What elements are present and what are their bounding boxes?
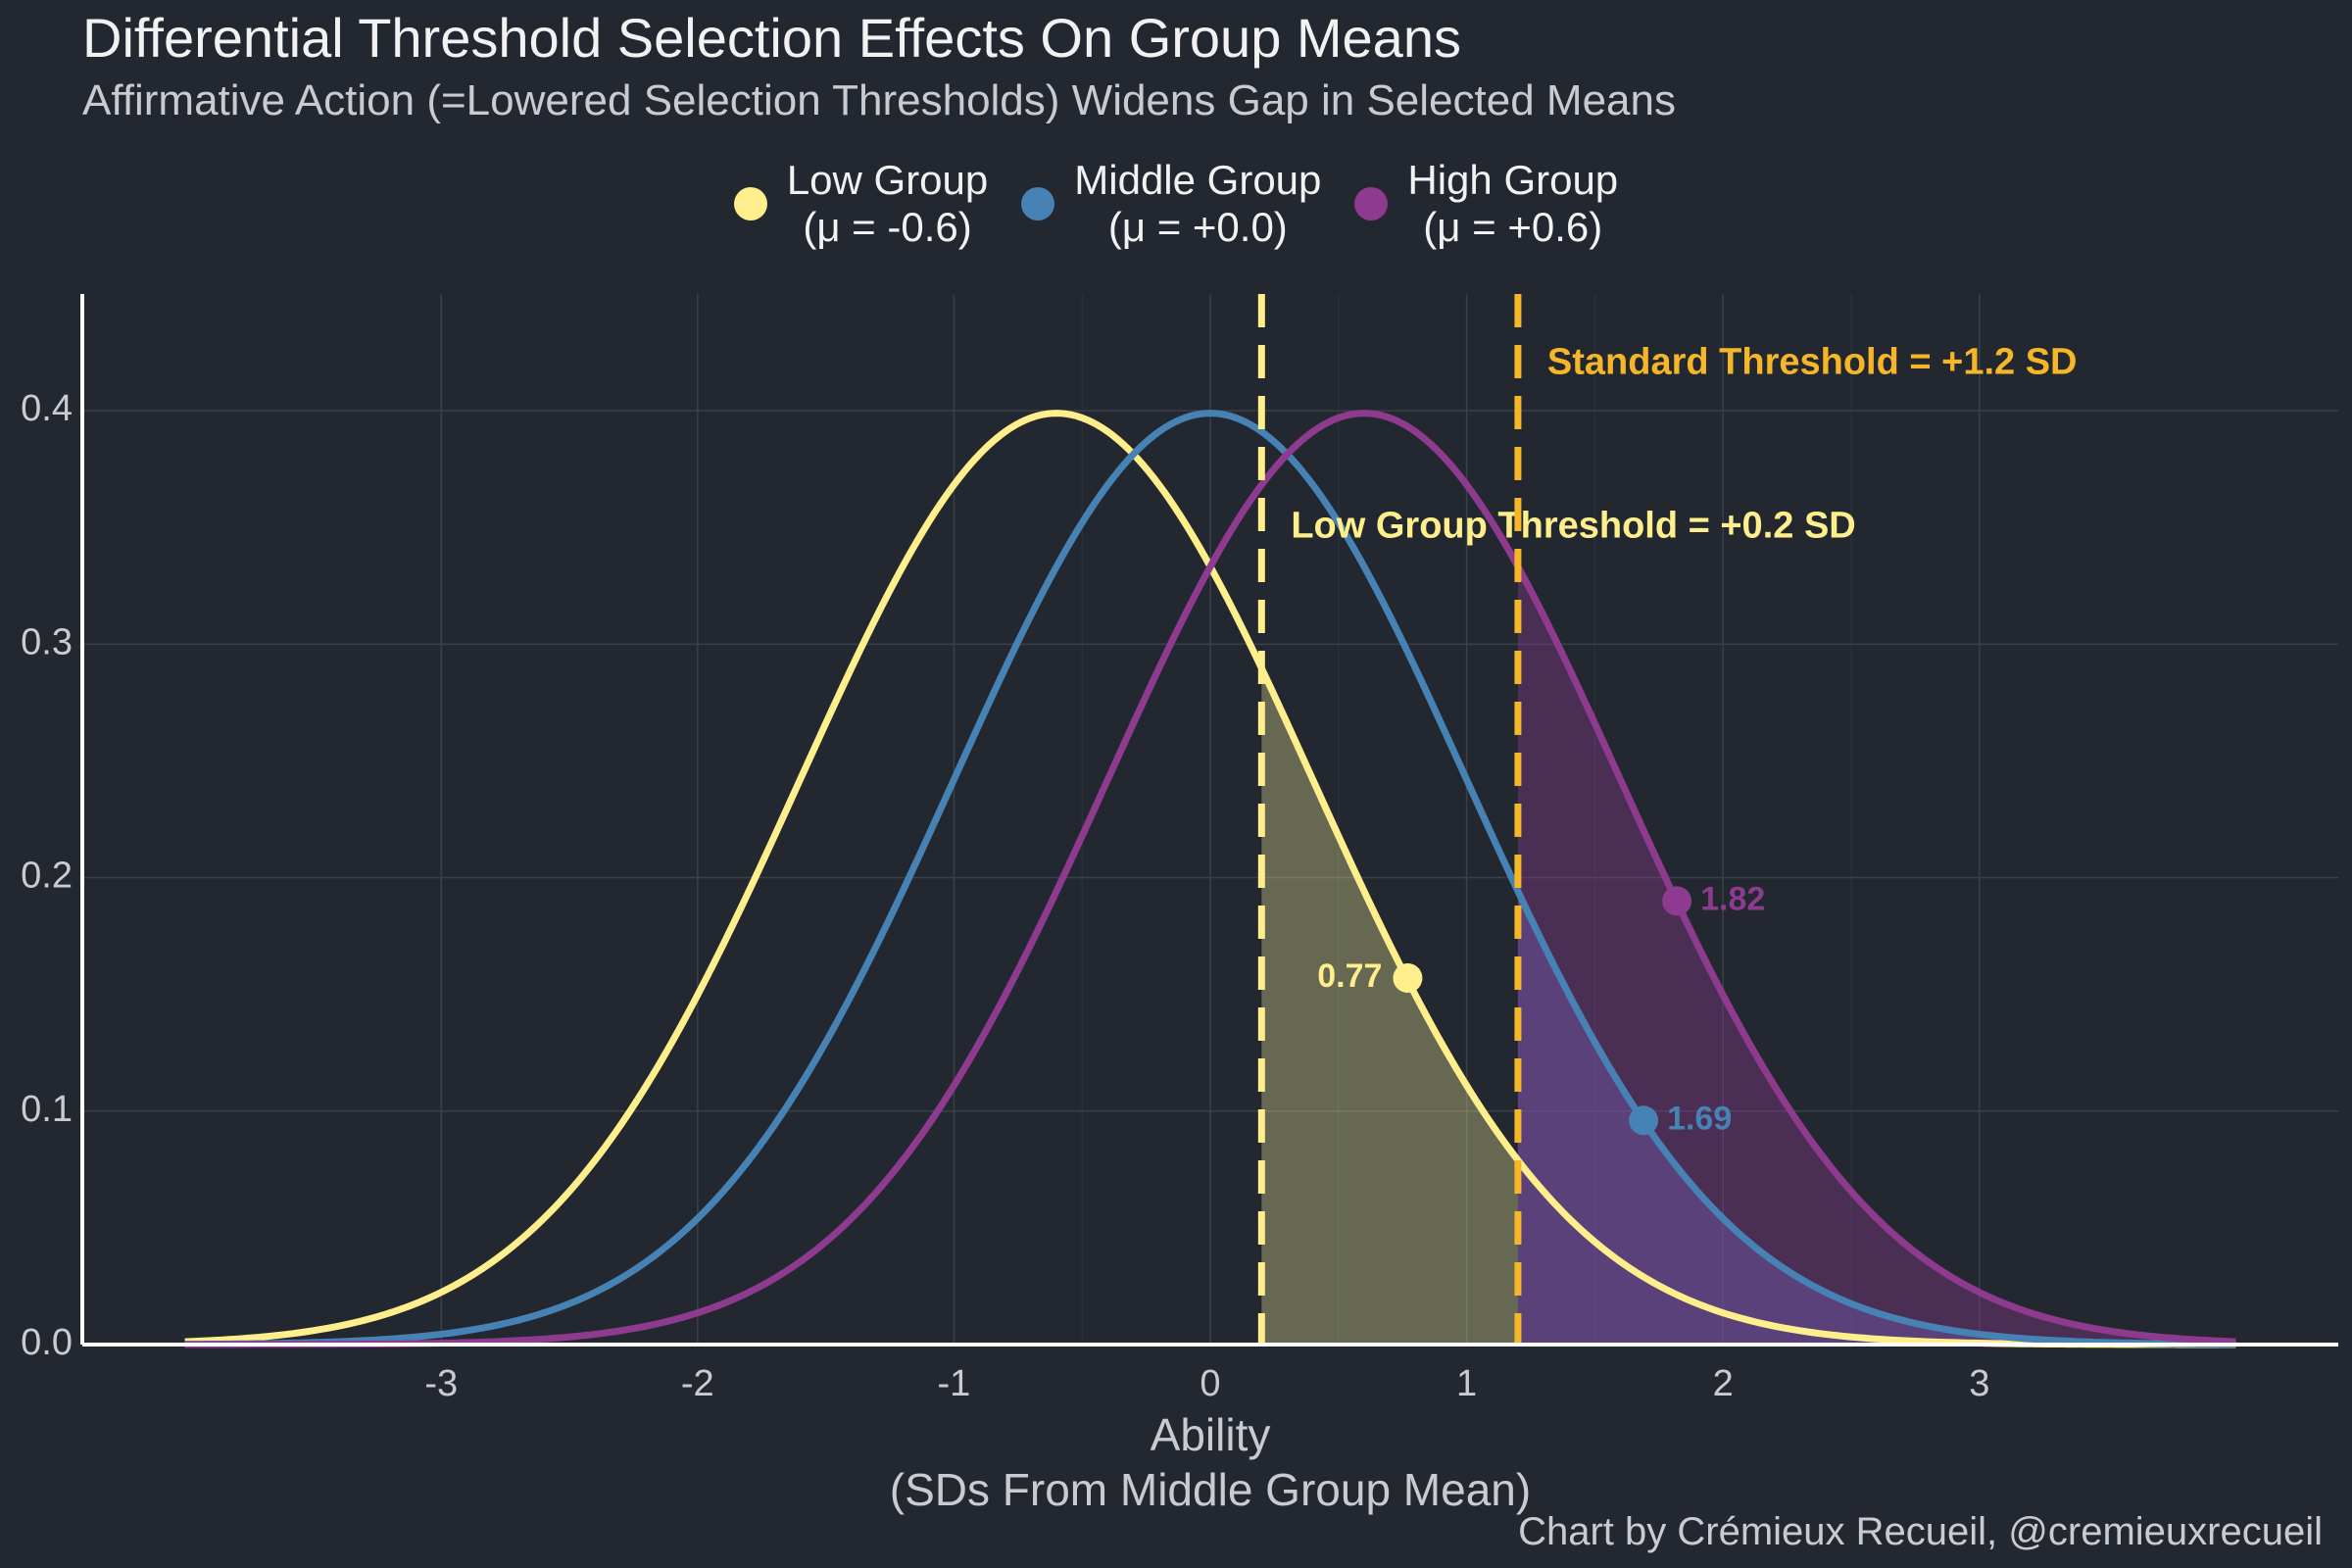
legend-sublabel-middle: (μ = +0.0) bbox=[1107, 204, 1288, 250]
legend: Low Group (μ = -0.6) Middle Group (μ = +… bbox=[0, 157, 2352, 251]
selected-area-middle-group bbox=[1517, 891, 2236, 1345]
chart-title: Differential Threshold Selection Effects… bbox=[82, 7, 1461, 69]
x-tick-label: -2 bbox=[681, 1363, 714, 1404]
legend-dot-high-icon bbox=[1354, 187, 1389, 220]
legend-item-middle: Middle Group (μ = +0.0) bbox=[1021, 157, 1321, 251]
legend-dot-middle-icon bbox=[1021, 187, 1055, 220]
legend-label-low: Low Group bbox=[786, 157, 989, 203]
x-tick-label: 1 bbox=[1456, 1363, 1477, 1404]
legend-sublabel-high: (μ = +0.6) bbox=[1423, 204, 1603, 250]
chart-caption: Chart by Crémieux Recueil, @cremieuxrecu… bbox=[1518, 1510, 2323, 1553]
selected-mean-point-high-group bbox=[1662, 886, 1692, 916]
legend-item-high: High Group (μ = +0.6) bbox=[1354, 157, 1618, 251]
x-axis-title: Ability bbox=[1151, 1409, 1271, 1460]
y-tick-label: 0.4 bbox=[21, 388, 73, 429]
x-tick-label: 2 bbox=[1713, 1363, 1734, 1404]
x-tick-label: 3 bbox=[1969, 1363, 1989, 1404]
y-tick-label: 0.1 bbox=[21, 1089, 73, 1130]
threshold-label-1: Standard Threshold = +1.2 SD bbox=[1547, 341, 2078, 382]
x-tick-label: -1 bbox=[938, 1363, 971, 1404]
y-tick-label: 0.2 bbox=[21, 856, 73, 897]
x-tick-label: -3 bbox=[424, 1363, 458, 1404]
y-tick-label: 0.0 bbox=[21, 1322, 73, 1363]
selected-area-high-group bbox=[1517, 566, 2236, 1345]
selected-mean-point-middle-group bbox=[1629, 1105, 1659, 1136]
legend-label-middle: Middle Group bbox=[1074, 157, 1322, 203]
selected-area-low-group bbox=[1261, 667, 1518, 1345]
y-tick-label: 0.3 bbox=[21, 621, 73, 662]
selected-mean-label-middle-group: 1.69 bbox=[1667, 1100, 1732, 1137]
x-tick-label: 0 bbox=[1200, 1363, 1220, 1404]
curve-middle-group bbox=[184, 410, 2236, 1348]
legend-label-high: High Group bbox=[1407, 157, 1619, 203]
selected-mean-label-low-group: 0.77 bbox=[1317, 957, 1382, 995]
selected-mean-label-high-group: 1.82 bbox=[1700, 880, 1765, 917]
x-axis-subtitle: (SDs From Middle Group Mean) bbox=[890, 1464, 1531, 1515]
legend-dot-low-icon bbox=[733, 187, 767, 220]
legend-item-low: Low Group (μ = -0.6) bbox=[733, 157, 989, 251]
legend-sublabel-low: (μ = -0.6) bbox=[803, 204, 972, 250]
threshold-label-0: Low Group Threshold = +0.2 SD bbox=[1291, 505, 1855, 546]
chart-subtitle: Affirmative Action (=Lowered Selection T… bbox=[82, 76, 1676, 124]
curve-high-group bbox=[184, 410, 2236, 1348]
selected-mean-point-low-group bbox=[1393, 962, 1423, 993]
